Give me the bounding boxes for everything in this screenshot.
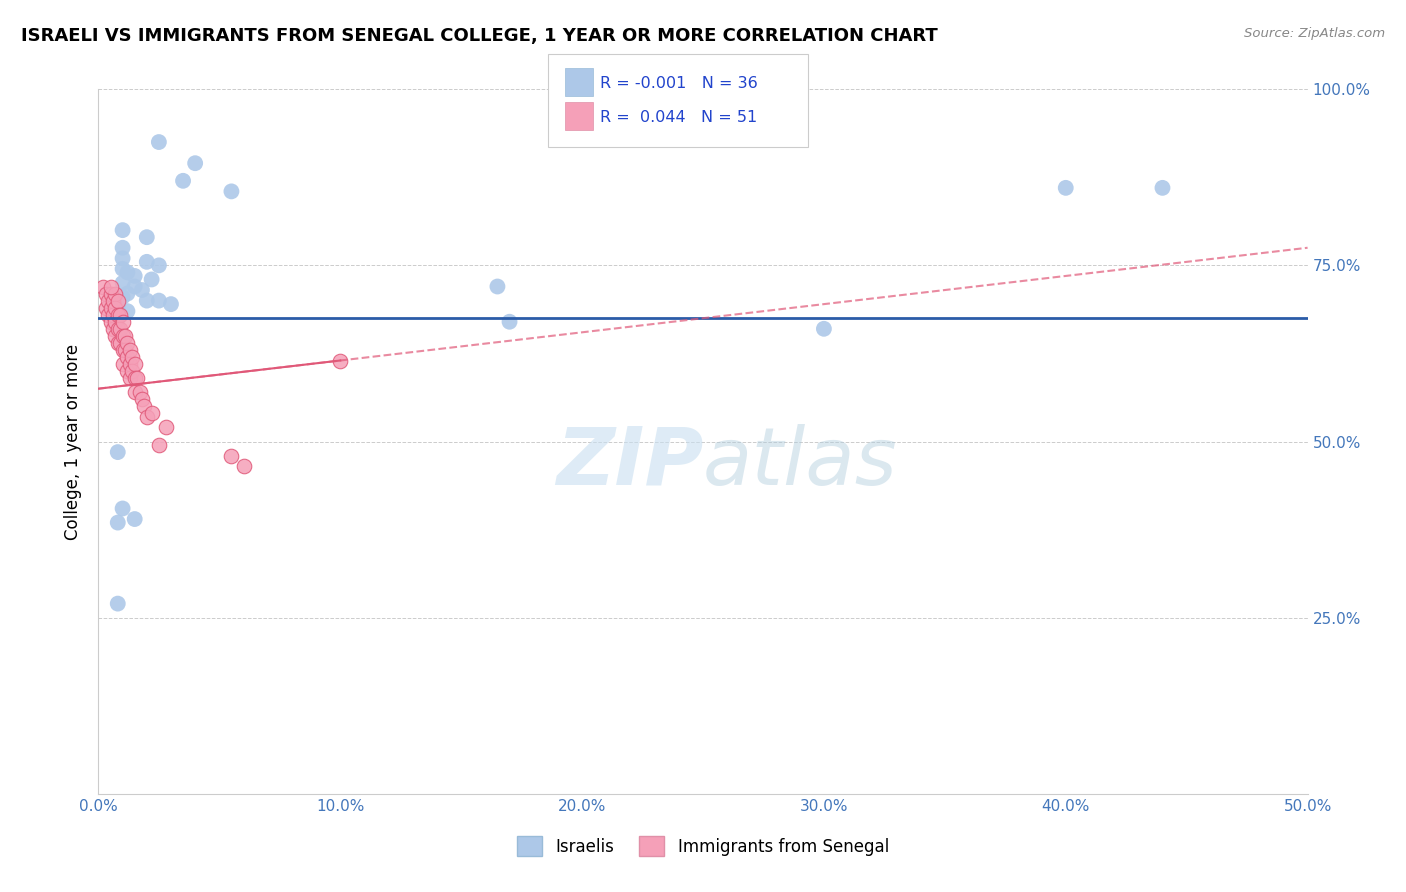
Point — [498, 315, 520, 329]
Point — [107, 516, 129, 530]
Point — [100, 286, 122, 301]
Point — [124, 385, 146, 400]
Point — [104, 328, 127, 343]
Point — [124, 279, 146, 293]
Point — [148, 259, 170, 273]
Point — [160, 297, 183, 311]
Point — [107, 308, 129, 322]
Point — [135, 409, 157, 424]
Point — [118, 343, 141, 357]
Point — [111, 290, 134, 304]
Point — [101, 322, 124, 336]
Point — [135, 230, 157, 244]
Point — [94, 301, 117, 315]
Point — [94, 286, 117, 301]
Point — [111, 343, 134, 357]
Point — [221, 185, 243, 199]
Point — [107, 293, 129, 308]
Point — [124, 512, 146, 526]
Text: atlas: atlas — [703, 424, 898, 501]
Point — [111, 315, 134, 329]
Point — [100, 279, 122, 293]
Point — [107, 597, 129, 611]
Point — [108, 322, 131, 336]
Point — [117, 304, 139, 318]
Point — [117, 335, 139, 350]
Point — [114, 328, 136, 343]
Point — [100, 301, 122, 315]
Point — [124, 268, 146, 283]
Point — [97, 293, 120, 308]
Point — [111, 223, 134, 237]
Point — [117, 364, 139, 378]
Point — [134, 399, 156, 413]
Point — [107, 311, 129, 326]
Point — [232, 459, 254, 474]
Point — [155, 420, 177, 434]
Legend: Israelis, Immigrants from Senegal: Israelis, Immigrants from Senegal — [510, 830, 896, 863]
Text: R =  0.044   N = 51: R = 0.044 N = 51 — [600, 110, 758, 125]
Text: ZIP: ZIP — [555, 424, 703, 501]
Point — [107, 301, 129, 315]
Point — [111, 252, 134, 266]
Point — [117, 265, 139, 279]
Point — [127, 371, 149, 385]
Point — [813, 322, 835, 336]
Point — [131, 392, 153, 407]
Point — [128, 385, 150, 400]
Point — [107, 322, 129, 336]
Point — [184, 156, 207, 170]
Point — [1054, 181, 1077, 195]
Point — [111, 276, 134, 290]
Point — [135, 255, 157, 269]
Y-axis label: College, 1 year or more: College, 1 year or more — [65, 343, 83, 540]
Point — [111, 501, 134, 516]
Point — [111, 328, 134, 343]
Point — [104, 315, 127, 329]
Point — [124, 357, 146, 371]
Point — [486, 279, 509, 293]
Point — [101, 308, 124, 322]
Point — [104, 301, 127, 315]
Point — [107, 335, 129, 350]
Point — [108, 308, 131, 322]
Point — [148, 438, 170, 452]
Point — [141, 272, 163, 286]
Point — [118, 371, 141, 385]
Point — [135, 293, 157, 308]
Point — [148, 293, 170, 308]
Point — [1152, 181, 1174, 195]
Point — [91, 279, 114, 293]
Point — [172, 174, 194, 188]
Point — [111, 357, 134, 371]
Point — [118, 357, 141, 371]
Point — [107, 445, 129, 459]
Point — [117, 350, 139, 364]
Point — [117, 286, 139, 301]
Point — [101, 293, 124, 308]
Point — [97, 308, 120, 322]
Point — [104, 286, 127, 301]
Point — [131, 283, 153, 297]
Point — [124, 371, 146, 385]
Point — [148, 135, 170, 149]
Point — [114, 343, 136, 357]
Text: Source: ZipAtlas.com: Source: ZipAtlas.com — [1244, 27, 1385, 40]
Point — [111, 261, 134, 276]
Text: R = -0.001   N = 36: R = -0.001 N = 36 — [600, 76, 758, 91]
Text: ISRAELI VS IMMIGRANTS FROM SENEGAL COLLEGE, 1 YEAR OR MORE CORRELATION CHART: ISRAELI VS IMMIGRANTS FROM SENEGAL COLLE… — [21, 27, 938, 45]
Point — [108, 335, 131, 350]
Point — [111, 241, 134, 255]
Point — [329, 353, 352, 368]
Point — [121, 364, 143, 378]
Point — [221, 449, 243, 463]
Point — [107, 308, 129, 322]
Point — [121, 350, 143, 364]
Point — [141, 406, 163, 420]
Point — [100, 315, 122, 329]
